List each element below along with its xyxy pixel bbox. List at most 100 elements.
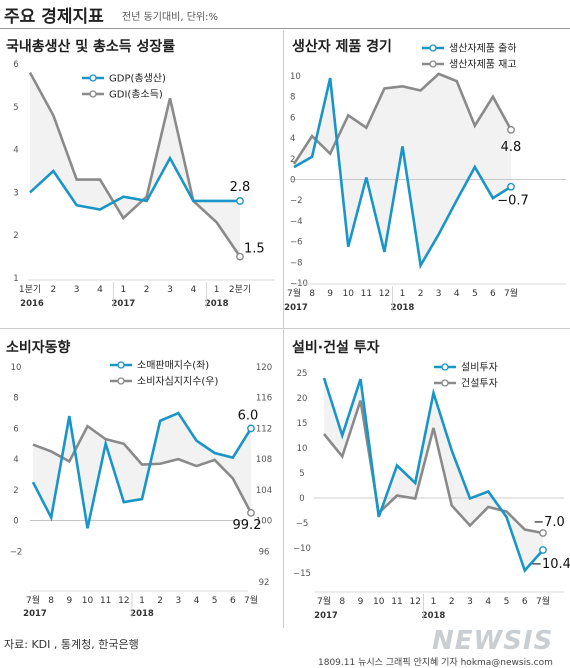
gdp-ytick-label: 2	[13, 231, 18, 241]
consumption-legend-marker	[117, 361, 125, 369]
investment-xtick-label: 2	[449, 597, 455, 607]
consumption-ytick-label: 4	[13, 455, 18, 465]
production-series-line	[293, 77, 512, 270]
production-xtick-label: 10	[343, 289, 355, 299]
consumption-ytick-label: 10	[11, 363, 22, 373]
production-ytick-label: 0	[290, 176, 295, 186]
production-xtick-label: 2	[418, 289, 424, 299]
gdp-xtick-label: 3	[167, 285, 173, 295]
consumption-ytick-label: 6	[13, 424, 18, 434]
production-ytick-label: −2	[290, 196, 303, 206]
gdp-xtick-label: 2	[144, 285, 150, 295]
consumption-xtick-label: 3	[175, 596, 181, 606]
production-xtick-label: 3	[436, 289, 442, 299]
investment-end-value-label: −10.4	[531, 557, 570, 572]
consumption-xtick-label: 12	[118, 596, 129, 606]
consumption-series-line	[32, 424, 253, 514]
production-year-label: 2018	[391, 303, 415, 313]
consumption-xtick-label: 5	[212, 596, 218, 606]
gdp-ytick-label: 1	[13, 274, 18, 284]
gdp-legend-label: GDI(총소득)	[109, 89, 163, 101]
investment-ytick-label: 15	[297, 419, 308, 429]
gdp-end-marker	[236, 252, 244, 261]
production-ytick-label: 10	[290, 72, 301, 82]
consumption-legend-label: 소비자심지지수(우)	[137, 376, 219, 388]
gdp-end-marker	[236, 197, 244, 205]
investment-series-line	[322, 400, 544, 535]
investment-xtick-label: 8	[339, 597, 345, 607]
investment-ytick-label: −10	[293, 544, 311, 554]
investment-xtick-label: 10	[373, 597, 385, 607]
gdp-xtick-label: 2	[50, 285, 56, 295]
gdp-xtick-label: 3	[74, 285, 80, 295]
consumption-panel: 소비자동향 10 8 6 4 2 0 −2 120 116 112 108 104 100 96 92 7월 8…	[0, 329, 283, 629]
investment-xtick-label: 5	[504, 597, 510, 607]
investment-legend-marker	[441, 363, 449, 371]
consumption-year-label: 2018	[130, 609, 154, 619]
investment-xtick-label: 3	[467, 597, 473, 607]
investment-xtick-label: 6	[522, 597, 528, 607]
gdp-xtick-label: 4	[97, 285, 103, 295]
investment-end-marker	[539, 529, 547, 537]
consumption-ytick-right-label: 112	[256, 424, 272, 434]
investment-year-label: 2018	[422, 611, 446, 621]
consumption-xtick-label: 10	[82, 596, 94, 606]
consumption-ytick-right-label: 96	[259, 547, 270, 557]
investment-ytick-label: 5	[299, 469, 304, 479]
production-legend-marker	[429, 44, 437, 52]
production-legend-label: 생산자제품 재고	[449, 59, 517, 71]
production-xtick-label: 4	[454, 289, 460, 299]
consumption-legend-label: 소매판매지수(좌)	[137, 360, 209, 372]
panel-divider-vertical	[283, 30, 284, 628]
consumption-xtick-label: 7월	[244, 594, 258, 606]
consumption-ytick-label: −2	[10, 547, 23, 557]
production-end-marker	[507, 182, 515, 191]
credit-line: 1809.11 뉴시스 그래픽 안지혜 기자 hokma@newsis.com	[318, 658, 553, 668]
investment-xtick-label: 7월	[536, 595, 550, 607]
consumption-xtick-label: 11	[100, 596, 111, 606]
production-series-line	[292, 72, 513, 165]
investment-ytick-label: 20	[297, 394, 308, 404]
gdp-ytick-label: 3	[13, 188, 18, 198]
consumption-xtick-label: 9	[66, 596, 72, 606]
production-xtick-label: 11	[361, 289, 372, 299]
investment-xtick-label: 12	[410, 597, 421, 607]
consumption-ytick-right-label: 108	[256, 455, 272, 465]
consumption-ytick-right-label: 100	[256, 517, 272, 527]
gdp-legend-marker	[89, 74, 97, 82]
consumption-xtick-label: 7월	[26, 594, 40, 606]
investment-end-value-label: −7.0	[533, 515, 565, 530]
panel-divider-horizontal	[0, 328, 570, 329]
production-xtick-label: 7월	[287, 287, 301, 299]
consumption-xtick-label: 1	[139, 596, 145, 606]
consumption-end-value-label: 99.2	[233, 518, 262, 533]
gdp-xtick-label: 1	[120, 285, 126, 295]
investment-xtick-label: 1	[431, 597, 437, 607]
newsis-logo: NEWSIS	[432, 626, 554, 656]
gdp-year-label: 2018	[205, 299, 229, 309]
gdp-chart-title: 국내총생산 및 총소득 성장률	[6, 39, 176, 55]
gdp-xtick-label: 1분기	[19, 284, 41, 295]
gdp-chart: 1 2 3 4 5 6 1분기 2 3 4 1 2 3 4 1 2분기 2016 2017 2018 2.8 1.5 GD…	[13, 60, 275, 309]
production-ytick-label: −4	[290, 217, 303, 227]
production-xtick-label: 1	[400, 289, 406, 299]
gdp-ytick-label: 5	[13, 103, 18, 113]
consumption-ytick-right-label: 92	[259, 578, 270, 588]
consumption-xtick-label: 8	[48, 596, 54, 606]
consumption-xtick-label: 4	[194, 596, 200, 606]
investment-xtick-label: 7월	[317, 595, 331, 607]
gdp-series-line	[28, 71, 242, 258]
consumption-end-marker	[247, 424, 255, 433]
consumption-xtick-label: 2	[157, 596, 163, 606]
production-xtick-label: 6	[490, 289, 496, 299]
production-panel: 생산자 제품 경기 10 8 6 4 2 0 −2 −4 −6 −8 −10 7월 8 9 10 11 12 1 2…	[284, 30, 570, 328]
consumption-ytick-right-label: 120	[256, 363, 272, 373]
production-band	[294, 73, 511, 266]
investment-xtick-label: 9	[358, 597, 364, 607]
consumption-ytick-label: 2	[13, 486, 18, 496]
production-ytick-label: 2	[290, 155, 295, 165]
production-ytick-label: 8	[290, 93, 295, 103]
production-year-label: 2017	[284, 303, 308, 313]
